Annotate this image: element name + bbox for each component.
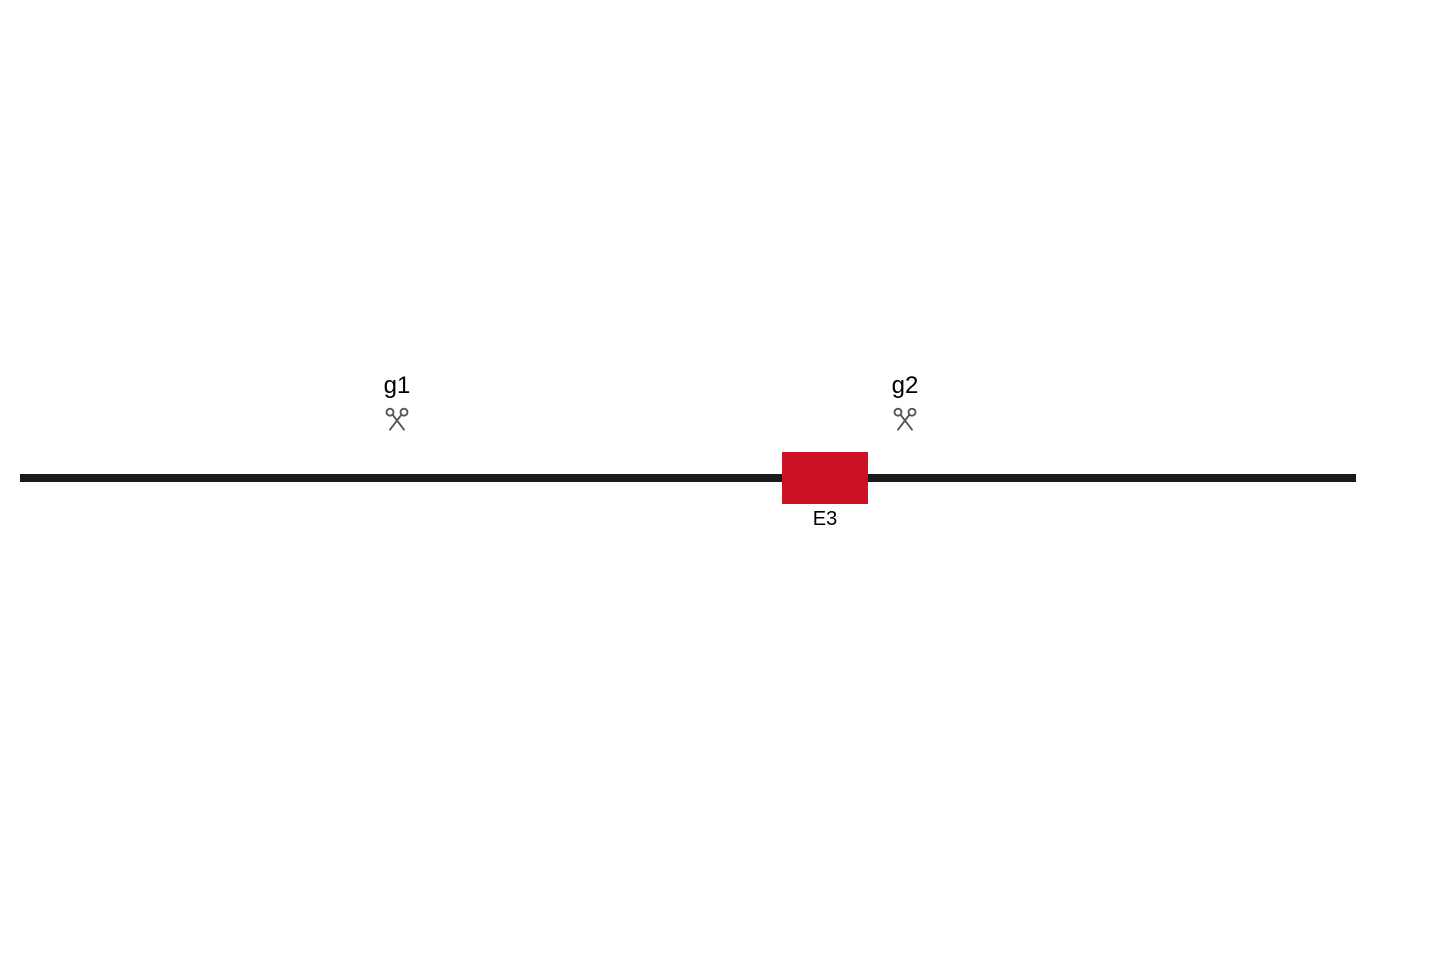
- exon-label: E3: [813, 508, 837, 531]
- gene-diagram: E3 g1 g2: [0, 0, 1440, 960]
- cut-site-label-g2: g2: [892, 372, 919, 400]
- genome-line: [20, 474, 1356, 482]
- scissors-icon: [891, 404, 919, 432]
- scissors-icon: [383, 404, 411, 432]
- exon-e3: [782, 452, 868, 504]
- cut-site-label-g1: g1: [384, 372, 411, 400]
